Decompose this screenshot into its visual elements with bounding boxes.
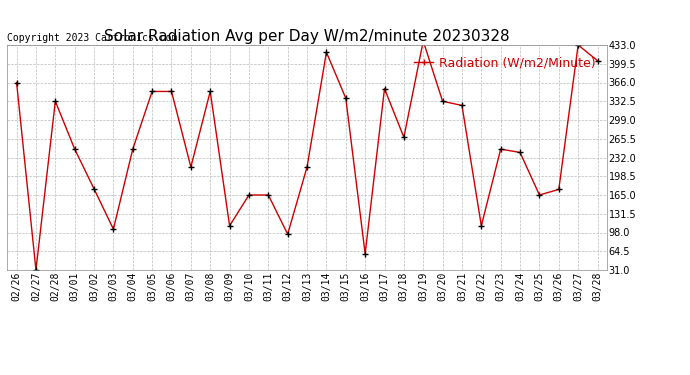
Radiation (W/m2/Minute) [535,193,544,197]
Radiation (W/m2/Minute) [90,187,98,191]
Text: Copyright 2023 Cartronics.com: Copyright 2023 Cartronics.com [7,33,177,43]
Radiation (W/m2/Minute) [322,50,331,54]
Radiation (W/m2/Minute) [516,150,524,155]
Radiation (W/m2/Minute) [497,147,505,152]
Radiation (W/m2/Minute) [361,252,369,256]
Radiation (W/m2/Minute) [438,99,446,104]
Radiation (W/m2/Minute) [187,165,195,169]
Radiation (W/m2/Minute) [226,224,234,228]
Radiation (W/m2/Minute) [206,89,215,94]
Radiation (W/m2/Minute) [400,135,408,140]
Radiation (W/m2/Minute) [342,96,350,100]
Radiation (W/m2/Minute) [574,43,582,47]
Radiation (W/m2/Minute) [477,224,486,228]
Radiation (W/m2/Minute) [32,268,40,272]
Radiation (W/m2/Minute) [458,103,466,108]
Radiation (W/m2/Minute) [555,187,563,192]
Radiation (W/m2/Minute) [264,193,273,197]
Radiation (W/m2/Minute) [284,232,292,236]
Radiation (W/m2/Minute) [51,99,59,104]
Legend: Radiation (W/m2/Minute): Radiation (W/m2/Minute) [409,51,601,74]
Radiation (W/m2/Minute) [380,86,388,91]
Radiation (W/m2/Minute) [168,89,176,94]
Radiation (W/m2/Minute) [109,227,117,231]
Radiation (W/m2/Minute) [12,80,21,85]
Radiation (W/m2/Minute) [419,39,427,44]
Radiation (W/m2/Minute) [245,193,253,197]
Radiation (W/m2/Minute) [148,89,156,94]
Title: Solar Radiation Avg per Day W/m2/minute 20230328: Solar Radiation Avg per Day W/m2/minute … [104,29,510,44]
Radiation (W/m2/Minute) [70,147,79,152]
Radiation (W/m2/Minute) [593,58,602,63]
Radiation (W/m2/Minute) [128,147,137,152]
Radiation (W/m2/Minute) [303,165,311,169]
Line: Radiation (W/m2/Minute): Radiation (W/m2/Minute) [14,38,600,273]
